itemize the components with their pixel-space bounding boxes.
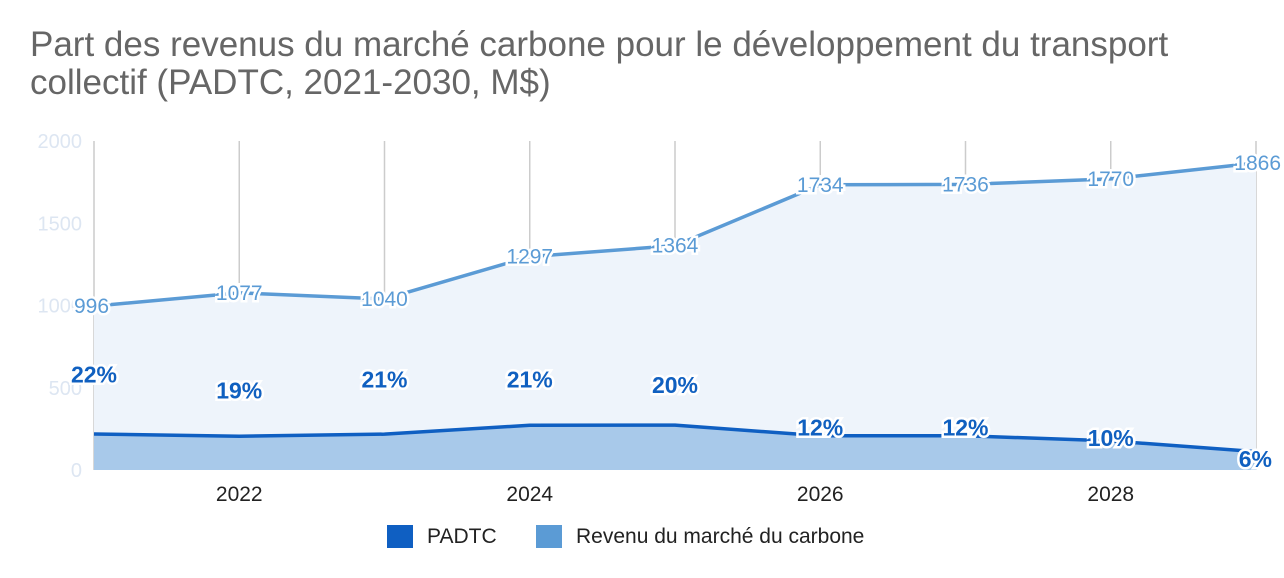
data-label-revenu: 1297 — [506, 246, 553, 269]
data-label-revenu: 1736 — [942, 173, 989, 196]
series-lines — [93, 161, 1257, 454]
data-labels: 996 1077 1040 1297 1364 1734 1736 1770 1866 22% 19… — [68, 150, 1283, 475]
data-label-padtc: 12% — [797, 414, 843, 440]
y-tick-label: 0 — [71, 460, 82, 482]
data-label-padtc: 22% — [71, 361, 117, 387]
legend-label: PADTC — [427, 525, 497, 548]
legend-swatch — [387, 525, 413, 548]
y-tick-label: 1500 — [38, 213, 83, 235]
data-label-revenu: 1040 — [361, 288, 408, 311]
legend-swatch — [536, 525, 562, 548]
x-tick-label: 2028 — [1087, 483, 1134, 506]
data-label-padtc: 19% — [216, 377, 262, 403]
y-axis-ticks: 0 500 1000 1500 2000 — [38, 131, 83, 482]
y-tick-label: 2000 — [38, 131, 83, 153]
legend-item-padtc: PADTC — [387, 525, 497, 548]
data-label-revenu: 996 — [74, 295, 109, 318]
y-tick-label: 1000 — [38, 296, 83, 318]
y-tick-label: 500 — [49, 378, 82, 400]
data-label-padtc: 21% — [361, 367, 407, 393]
data-label-revenu: 1734 — [797, 174, 844, 197]
area-revenu-marche-carbone — [94, 163, 1256, 470]
data-label-revenu: 1866 — [1234, 152, 1281, 175]
data-label-padtc: 20% — [652, 372, 698, 398]
data-label-revenu: 1364 — [652, 235, 699, 258]
data-label-revenu: 1770 — [1087, 168, 1134, 191]
x-tick-label: 2026 — [797, 483, 844, 506]
legend: PADTC Revenu du marché du carbone — [387, 525, 864, 548]
line-padtc — [93, 423, 1257, 454]
line-revenu-marche-carbone — [93, 161, 1257, 308]
x-axis-ticks: 2022 2024 2026 2028 — [216, 483, 1134, 506]
data-label-padtc: 12% — [942, 414, 988, 440]
legend-label: Revenu du marché du carbone — [576, 525, 864, 548]
x-tick-label: 2024 — [506, 483, 553, 506]
x-tick-label: 2022 — [216, 483, 263, 506]
data-label-padtc: 10% — [1088, 425, 1134, 451]
chart-title: Part des revenus du marché carbone pour … — [30, 25, 1169, 102]
legend-item-revenu: Revenu du marché du carbone — [536, 525, 864, 548]
data-label-revenu: 1077 — [216, 282, 263, 305]
data-label-padtc: 21% — [507, 367, 553, 393]
data-label-padtc: 6% — [1239, 446, 1272, 472]
